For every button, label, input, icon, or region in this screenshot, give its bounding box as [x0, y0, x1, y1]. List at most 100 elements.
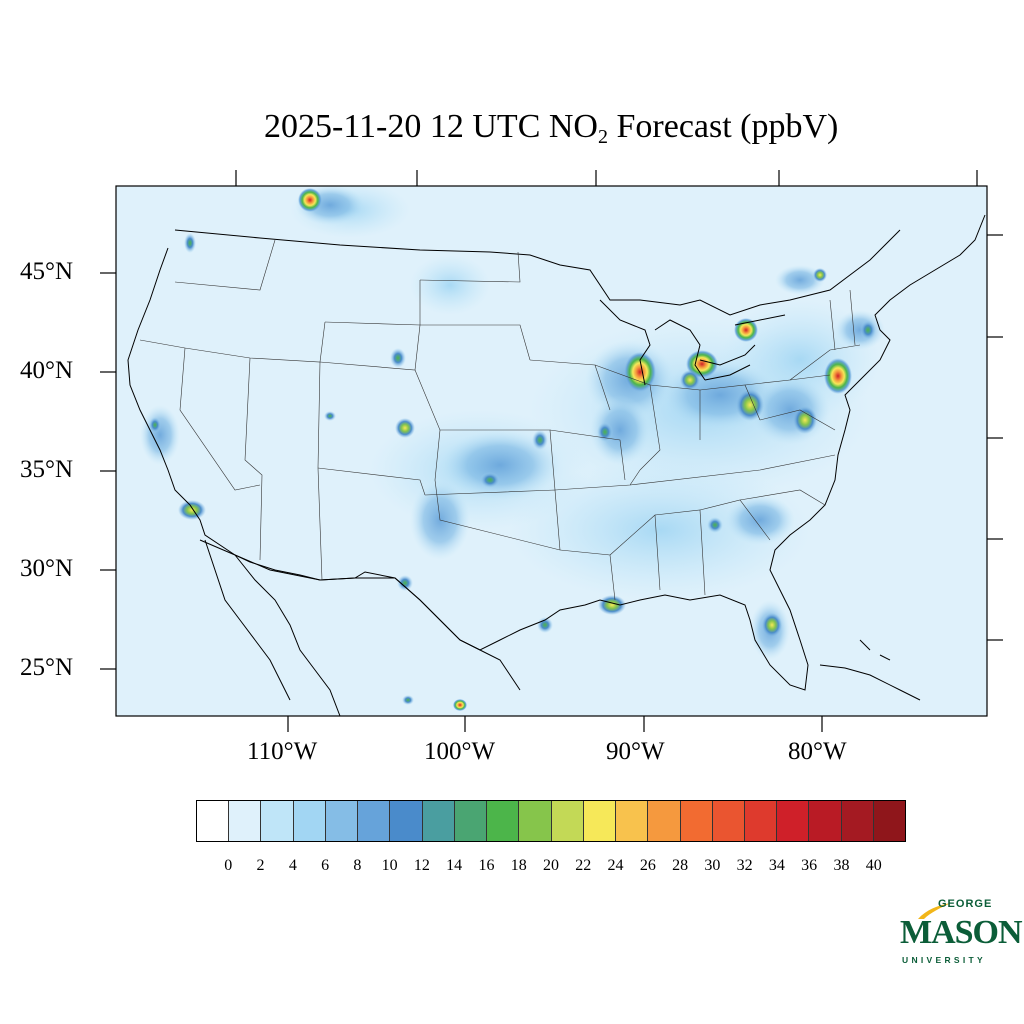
colorbar-tick-label: 12 — [413, 857, 430, 874]
title-subscript: 2 — [598, 126, 608, 148]
hotspot-chicago — [624, 352, 656, 392]
colorbar-tick-label: 22 — [575, 857, 592, 874]
state-line — [829, 289, 856, 351]
lon-label-110w: 110°W — [247, 738, 318, 765]
colorbar-swatch — [680, 801, 713, 841]
colorbar-swatch — [648, 801, 681, 841]
colorbar-swatch — [551, 801, 584, 841]
colorbar-swatch — [422, 801, 455, 841]
colorbar-swatch — [454, 801, 488, 841]
kansas-oklahoma-plume — [440, 430, 560, 500]
state-line — [179, 347, 261, 491]
hotspot-mexico-city — [453, 699, 467, 711]
hotspot-st-louis — [597, 422, 613, 442]
colorbar — [196, 800, 906, 842]
tick-marks — [100, 170, 1003, 732]
logo-line-george: GEORGE — [938, 898, 993, 910]
state-line — [174, 239, 276, 291]
map-plot-area — [100, 170, 1003, 732]
colorbar-swatch — [583, 801, 617, 841]
colorbar-tick-label: 10 — [381, 857, 398, 874]
colorbar-tick-label: 38 — [833, 857, 850, 874]
colorbar-swatch — [744, 801, 778, 841]
colorbar-tick-label: 2 — [256, 857, 265, 874]
state-line — [434, 479, 561, 551]
lat-label-25n: 25°N — [20, 654, 74, 681]
colorbar-tick-label: 16 — [478, 857, 495, 874]
colorbar-swatch — [197, 801, 230, 841]
colorbar-swatch — [616, 801, 649, 841]
colorbar-swatch — [390, 801, 423, 841]
title-suffix: Forecast (ppbV) — [608, 108, 839, 145]
state-line — [317, 467, 426, 496]
hotspot-atlanta — [707, 517, 723, 533]
state-line — [629, 454, 836, 486]
great-lakes — [599, 299, 786, 386]
colorbar-swatch — [261, 801, 294, 841]
state-line — [789, 344, 861, 381]
hotspot-baltimore — [793, 406, 817, 434]
carolina-plume — [725, 495, 795, 545]
logo-line-mason: MASON — [900, 914, 1023, 951]
hotspot-west-texas — [397, 575, 413, 591]
hotspot-tampa — [762, 613, 782, 637]
hotspot-boston — [860, 320, 876, 340]
hotspot-denver — [395, 418, 415, 438]
colorbar-tick-label: 28 — [672, 857, 689, 874]
colorbar-swatch — [293, 801, 326, 841]
map-frame — [115, 185, 988, 717]
hotspot-utah — [324, 411, 336, 421]
hotspot-new-orleans — [598, 595, 626, 615]
baja-coast — [204, 539, 291, 701]
colorbar-swatch — [777, 801, 810, 841]
colorbar-tick-label: 8 — [353, 857, 362, 874]
colorbar-tick-label: 32 — [736, 857, 753, 874]
hotspot-calgary — [298, 188, 322, 212]
colorbar-swatch — [809, 801, 842, 841]
colorbar-swatch — [229, 801, 262, 841]
map-title: 2025-11-20 12 UTC NO2 Forecast (ppbV) — [264, 108, 838, 149]
hotspot-kansas-city — [532, 430, 548, 450]
mexico-border — [199, 539, 521, 691]
hotspot-oklahoma — [480, 472, 500, 488]
colorbar-swatch — [519, 801, 552, 841]
concentration-field — [140, 186, 885, 711]
lat-label-35n: 35°N — [20, 456, 74, 483]
colorbar-tick-label: 40 — [865, 857, 882, 874]
canada-border — [174, 229, 901, 316]
hotspot-montreal — [813, 268, 827, 282]
colorbar-swatch — [712, 801, 745, 841]
state-line — [419, 251, 521, 283]
hotspot-sacramento — [149, 417, 161, 433]
colorbar-tick-label: 20 — [543, 857, 559, 874]
state-line — [244, 357, 263, 561]
montreal-plume — [775, 265, 825, 295]
lon-label-90w: 90°W — [606, 738, 665, 765]
hotspot-seattle — [184, 233, 196, 253]
state-line — [759, 409, 836, 431]
state-line — [739, 489, 826, 506]
state-line — [594, 364, 661, 471]
boundaries — [127, 214, 986, 716]
hotspot-wyoming — [390, 348, 406, 368]
colorbar-tick-label: 14 — [446, 857, 463, 874]
southeast-region — [510, 460, 810, 600]
colorbar-swatch — [873, 801, 906, 841]
colorbar-tick-label: 26 — [639, 857, 656, 874]
colorbar-tick-label: 0 — [224, 857, 233, 874]
colorbar-swatch — [358, 801, 391, 841]
mexico-west-coast — [234, 554, 341, 716]
lat-label-30n: 30°N — [20, 555, 74, 582]
colorbar-tick-label: 36 — [801, 857, 818, 874]
state-lines — [139, 239, 861, 601]
colorbar-tick-label: 18 — [510, 857, 527, 874]
colorbar-swatch — [325, 801, 359, 841]
hotspot-new-york — [824, 358, 852, 394]
logo-line-university: UNIVERSITY — [902, 955, 987, 965]
lon-label-100w: 100°W — [424, 738, 496, 765]
colorbar-tick-label: 34 — [768, 857, 785, 874]
colorbar-tick-label: 24 — [607, 857, 624, 874]
missouri-plume — [590, 395, 650, 465]
lat-label-40n: 40°N — [20, 357, 74, 384]
